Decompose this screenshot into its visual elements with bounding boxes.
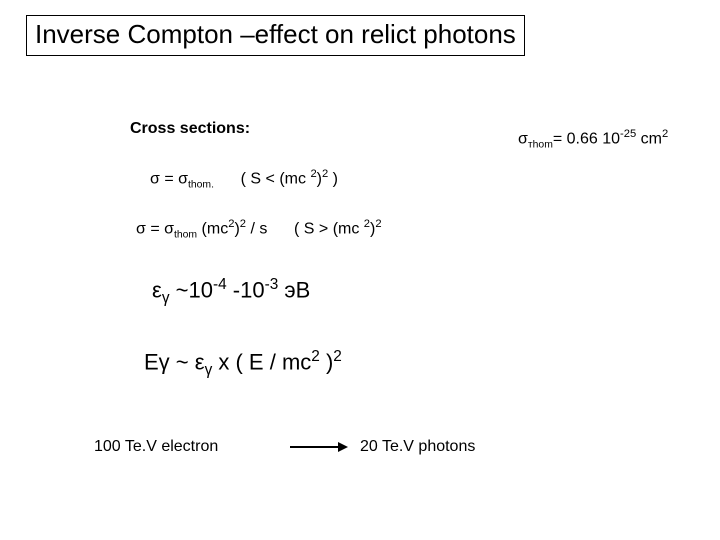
sigma-unit-exp: 2 (662, 128, 668, 140)
sigma-symbol: σ (518, 130, 528, 147)
eq2-cond-open: ( S > (mc (294, 220, 364, 237)
eg-times: x ( E / mc (212, 349, 311, 374)
eq1-cond-open: ( S < (mc (241, 170, 311, 187)
slide: Inverse Compton –effect on relict photon… (0, 0, 720, 540)
eq1-lhs: σ = σ (150, 170, 188, 187)
eps-dash: -10 (227, 277, 265, 302)
cross-sections-label: Cross sections: (130, 120, 250, 138)
equation-e-gamma: Eγ ~ εγ x ( E / mc2 )2 (144, 348, 342, 380)
sigma-eq: = 0.66 10 (553, 130, 620, 147)
sigma-sub: тhom (528, 140, 553, 151)
eps-sym: ε (152, 277, 162, 302)
eg-close: ) (320, 349, 333, 374)
arrow-icon (290, 446, 346, 448)
eps-sub: γ (162, 290, 170, 307)
slide-title: Inverse Compton –effect on relict photon… (26, 15, 525, 56)
eps-range: ~10 (170, 277, 213, 302)
equation-sigma-high-s: σ = σthom (mc2)2 / s ( S > (mc 2)2 (136, 218, 382, 241)
electron-energy-label: 100 Te.V electron (94, 438, 218, 456)
eps-e2: -3 (265, 276, 279, 293)
eps-unit: эВ (278, 277, 310, 302)
eg-exp: 2 (311, 348, 320, 365)
eq2-over-s: / s (246, 220, 267, 237)
eg-outexp: 2 (333, 348, 342, 365)
sigma-exp: -25 (620, 128, 636, 140)
eq1-sub: thom. (188, 180, 214, 191)
eg-lhs: Eγ ~ ε (144, 349, 205, 374)
eps-e1: -4 (213, 276, 227, 293)
eq2-sub: thom (174, 230, 197, 241)
eq2-times: (mc (197, 220, 228, 237)
sigma-thomson-constant: σтhom= 0.66 10-25 cm2 (518, 128, 668, 151)
eq1-close: ) (328, 170, 338, 187)
eq2-ce2: 2 (375, 218, 381, 230)
eq2-lhs: σ = σ (136, 220, 174, 237)
sigma-unit: cm (636, 130, 662, 147)
photon-energy-label: 20 Te.V photons (360, 438, 475, 456)
equation-epsilon-gamma: εγ ~10-4 -10-3 эВ (152, 276, 310, 308)
equation-sigma-low-s: σ = σthom. ( S < (mc 2)2 ) (150, 168, 338, 191)
